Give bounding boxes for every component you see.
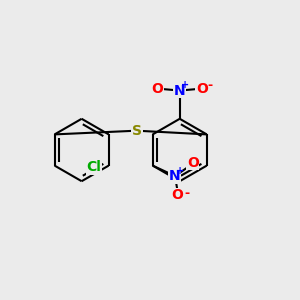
Text: O: O: [187, 156, 199, 170]
Text: Cl: Cl: [86, 160, 101, 174]
Text: -: -: [184, 187, 189, 200]
Text: O: O: [152, 82, 164, 96]
Text: O: O: [171, 188, 183, 202]
Text: S: S: [132, 124, 142, 138]
Text: +: +: [181, 80, 189, 90]
Text: N: N: [174, 84, 185, 98]
Text: +: +: [176, 166, 184, 176]
Text: O: O: [196, 82, 208, 96]
Text: -: -: [208, 79, 213, 92]
Text: N: N: [169, 169, 181, 183]
